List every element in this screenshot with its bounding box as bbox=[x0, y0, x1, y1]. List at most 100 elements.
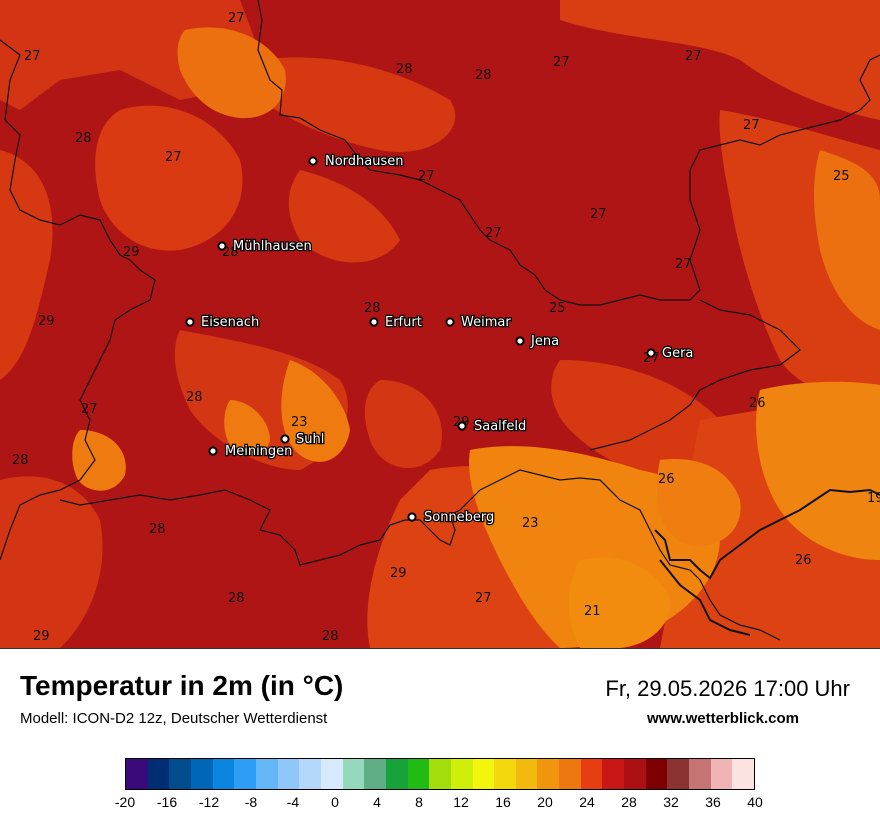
legend-swatch bbox=[169, 759, 191, 789]
map-canvas: 27 27 27 28 28 27 27 28 27 27 25 27 27 2… bbox=[0, 0, 880, 648]
temp-value: 28 bbox=[364, 301, 381, 316]
legend-swatch bbox=[710, 759, 733, 789]
legend-tick-label: 24 bbox=[579, 794, 595, 810]
legend-swatch bbox=[624, 759, 646, 789]
city-label: Mühlhausen bbox=[233, 239, 312, 254]
legend-tick-label: 40 bbox=[747, 794, 763, 810]
city-erfurt: Erfurt bbox=[369, 314, 423, 331]
temp-value: 27 bbox=[553, 55, 570, 70]
legend-swatch bbox=[277, 759, 300, 789]
color-legend bbox=[125, 758, 755, 790]
legend-swatch bbox=[689, 759, 711, 789]
city-label: Meiningen bbox=[225, 444, 292, 459]
legend-tick-label: 16 bbox=[495, 794, 511, 810]
temp-value: 27 bbox=[675, 257, 692, 272]
legend-tick-label: 32 bbox=[663, 794, 679, 810]
legend-tick-label: -16 bbox=[156, 794, 178, 810]
temp-value: 27 bbox=[743, 118, 760, 133]
city-label: Saalfeld bbox=[474, 419, 526, 434]
legend-tick-label: 4 bbox=[373, 794, 381, 810]
temp-value: 26 bbox=[795, 553, 812, 568]
temp-value: 28 bbox=[396, 62, 413, 77]
legend-tick-label: -8 bbox=[244, 794, 258, 810]
temp-value: 27 bbox=[475, 591, 492, 606]
legend-tick-label: 8 bbox=[415, 794, 423, 810]
legend-swatch bbox=[472, 759, 495, 789]
legend-swatch bbox=[537, 759, 560, 789]
temp-value: 23 bbox=[522, 516, 539, 531]
legend-swatch bbox=[667, 759, 690, 789]
legend-swatch bbox=[407, 759, 430, 789]
legend-swatch bbox=[429, 759, 451, 789]
city-label: Gera bbox=[662, 346, 693, 361]
legend-swatch bbox=[342, 759, 365, 789]
country-border-lower bbox=[659, 559, 751, 636]
temperature-zones bbox=[0, 0, 880, 648]
legend-swatch bbox=[255, 759, 278, 789]
temp-value: 21 bbox=[584, 604, 601, 619]
legend-swatch bbox=[126, 759, 148, 789]
legend-swatch bbox=[450, 759, 473, 789]
city-label: Erfurt bbox=[385, 315, 422, 330]
city-sonneberg: Sonneberg bbox=[407, 509, 496, 526]
model-info: Modell: ICON-D2 12z, Deutscher Wetterdie… bbox=[20, 710, 328, 727]
city-label: Nordhausen bbox=[325, 154, 404, 169]
city-nordhausen: Nordhausen bbox=[308, 153, 405, 170]
city-markers: Nordhausen Mühlhausen Eisenach Erfurt We… bbox=[185, 153, 695, 526]
legend-tick-label: 0 bbox=[331, 794, 339, 810]
temperature-labels: 27 27 27 28 28 27 27 28 27 27 25 27 27 2… bbox=[12, 11, 880, 644]
temp-value: 19 bbox=[867, 491, 880, 506]
city-marker-icon bbox=[217, 241, 227, 251]
city-label: Sonneberg bbox=[424, 510, 494, 525]
temp-value: 26 bbox=[658, 472, 675, 487]
temp-value: 28 bbox=[186, 390, 203, 405]
temperature-map: 27 27 27 28 28 27 27 28 27 27 25 27 27 2… bbox=[0, 0, 880, 649]
city-label: Jena bbox=[530, 334, 559, 349]
legend-tick-label: 36 bbox=[705, 794, 721, 810]
city-muehlhausen: Mühlhausen bbox=[217, 238, 313, 255]
city-label: Suhl bbox=[296, 432, 324, 447]
temp-value: 26 bbox=[749, 396, 766, 411]
temp-value: 23 bbox=[291, 415, 308, 430]
legend-tick-label: 20 bbox=[537, 794, 553, 810]
legend-swatch bbox=[212, 759, 235, 789]
city-label: Weimar bbox=[461, 315, 511, 330]
temp-value: 28 bbox=[322, 629, 339, 644]
city-marker-icon bbox=[369, 317, 379, 327]
city-marker-icon bbox=[457, 421, 467, 431]
city-suhl: Suhl bbox=[280, 431, 326, 448]
temp-value: 25 bbox=[833, 169, 850, 184]
map-title: Temperatur in 2m (in °C) bbox=[20, 670, 344, 701]
city-marker-icon bbox=[646, 348, 656, 358]
legend-tick-label: -4 bbox=[286, 794, 300, 810]
legend-swatch bbox=[515, 759, 538, 789]
city-meiningen: Meiningen bbox=[208, 443, 294, 460]
temp-value: 27 bbox=[81, 402, 98, 417]
website-link[interactable]: www.wetterblick.com bbox=[647, 710, 799, 727]
city-marker-icon bbox=[208, 446, 218, 456]
temp-value: 27 bbox=[418, 169, 435, 184]
city-label: Eisenach bbox=[201, 315, 259, 330]
legend-swatch bbox=[234, 759, 256, 789]
temp-value: 29 bbox=[123, 245, 140, 260]
temp-value: 27 bbox=[165, 150, 182, 165]
legend-swatch bbox=[602, 759, 625, 789]
city-weimar: Weimar bbox=[445, 314, 513, 331]
city-marker-icon bbox=[407, 512, 417, 522]
legend-tick-label: 28 bbox=[621, 794, 637, 810]
city-marker-icon bbox=[185, 317, 195, 327]
legend-tick-label: -12 bbox=[198, 794, 220, 810]
country-border bbox=[654, 488, 880, 580]
city-marker-icon bbox=[280, 434, 290, 444]
temp-value: 27 bbox=[228, 11, 245, 26]
temp-value: 25 bbox=[549, 301, 566, 316]
temp-value: 28 bbox=[149, 522, 166, 537]
temp-value: 28 bbox=[228, 591, 245, 606]
temp-value: 27 bbox=[24, 49, 41, 64]
temp-value: 29 bbox=[38, 314, 55, 329]
temp-value: 27 bbox=[485, 226, 502, 241]
city-marker-icon bbox=[445, 317, 455, 327]
forecast-datetime: Fr, 29.05.2026 17:00 Uhr bbox=[605, 676, 850, 701]
temp-value: 29 bbox=[33, 629, 50, 644]
temp-value: 28 bbox=[475, 68, 492, 83]
